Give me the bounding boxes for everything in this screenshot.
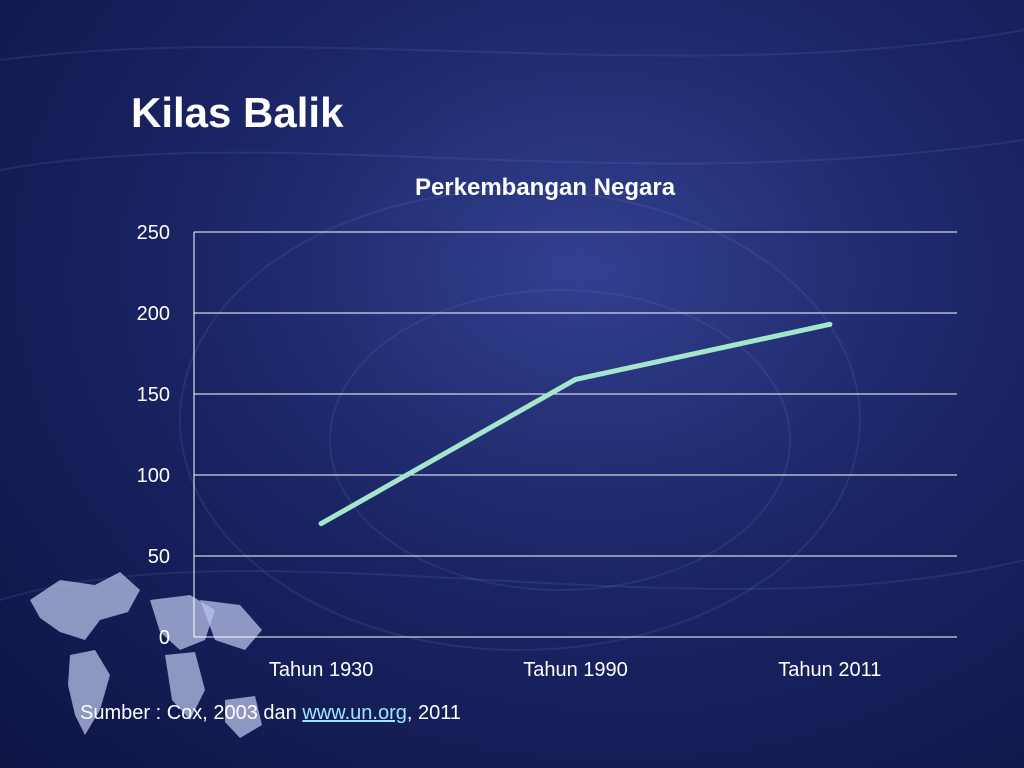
y-tick-label: 200 <box>137 303 170 325</box>
y-tick-label: 50 <box>148 546 170 568</box>
gridlines <box>194 231 957 557</box>
axes <box>193 232 957 638</box>
series <box>318 321 833 527</box>
source-prefix: Sumber : Cox, 2003 dan <box>80 702 303 724</box>
data-point <box>573 376 578 382</box>
y-tick-label: 150 <box>137 384 170 406</box>
x-tick-labels: Tahun 1930 Tahun 1990 Tahun 2011 <box>269 659 881 681</box>
x-tick-label: Tahun 2011 <box>778 659 881 681</box>
source-suffix: , 2011 <box>406 702 461 724</box>
y-tick-labels: 0 50 100 150 200 250 <box>137 222 170 649</box>
x-tick-label: Tahun 1990 <box>523 659 628 681</box>
data-point <box>827 321 833 327</box>
slide-title: Kilas Balik <box>131 89 344 136</box>
world-map-graphic <box>30 572 262 738</box>
source-note: Sumber : Cox, 2003 dan www.un.org, 2011 <box>80 702 461 725</box>
y-tick-label: 100 <box>137 465 170 487</box>
source-link[interactable]: www.un.org <box>302 702 407 724</box>
series-line <box>318 321 833 527</box>
x-tick-label: Tahun 1930 <box>269 659 374 681</box>
data-point <box>318 521 324 527</box>
y-tick-label: 250 <box>137 222 170 244</box>
y-tick-label: 0 <box>159 627 170 649</box>
chart-title: Perkembangan Negara <box>414 174 676 201</box>
